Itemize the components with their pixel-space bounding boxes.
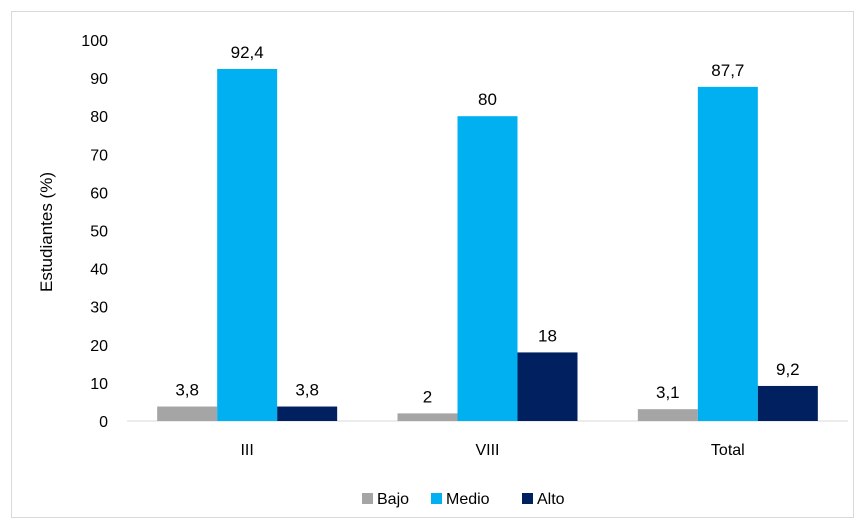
legend-label-bajo: Bajo: [377, 491, 409, 508]
y-tick-label: 40: [90, 262, 108, 279]
legend-swatch-bajo: [362, 493, 373, 504]
data-label: 2: [423, 387, 432, 406]
legend-label-medio: Medio: [446, 491, 490, 508]
bars: [157, 68, 818, 422]
data-label: 18: [538, 326, 557, 345]
bar-alto-total: [757, 385, 818, 421]
y-axis-ticks: 0 10 20 30 40 50 60 70 80 90 100: [81, 33, 108, 431]
data-label: 3,8: [175, 381, 199, 400]
x-tick-label: VIII: [475, 442, 499, 459]
y-tick-label: 10: [90, 376, 108, 393]
x-tick-label: III: [240, 442, 253, 459]
legend-label-alto: Alto: [537, 491, 565, 508]
bar-bajo-total: [637, 409, 698, 421]
data-label: 87,7: [711, 61, 744, 80]
y-tick-label: 90: [90, 71, 108, 88]
y-tick-label: 30: [90, 300, 108, 317]
y-tick-label: 80: [90, 109, 108, 126]
y-tick-label: 100: [81, 33, 108, 50]
y-tick-label: 70: [90, 147, 108, 164]
bar-alto-iii: [277, 406, 338, 421]
data-label: 3,8: [295, 381, 319, 400]
bar-medio-viii: [457, 116, 518, 421]
y-tick-label: 20: [90, 338, 108, 355]
data-label: 92,4: [231, 43, 264, 62]
data-labels: 3,8 92,4 3,8 2 80 18 3,1 87,7 9,2: [175, 43, 799, 406]
data-label: 3,1: [656, 383, 680, 402]
y-tick-label: 60: [90, 185, 108, 202]
data-label: 9,2: [776, 360, 800, 379]
bar-alto-viii: [517, 352, 578, 421]
legend-swatch-medio: [431, 493, 442, 504]
legend-swatch-alto: [522, 493, 533, 504]
y-tick-label: 50: [90, 224, 108, 241]
data-label: 80: [478, 90, 497, 109]
x-axis-ticks: III VIII Total: [240, 442, 744, 459]
bar-medio-iii: [217, 68, 278, 422]
bar-bajo-viii: [397, 413, 458, 421]
y-axis-title: Estudiantes (%): [37, 172, 56, 292]
bar-bajo-iii: [157, 406, 218, 421]
legend: Bajo Medio Alto: [362, 491, 565, 508]
y-tick-label: 0: [99, 414, 108, 431]
bar-medio-total: [697, 86, 758, 421]
x-tick-label: Total: [711, 442, 745, 459]
